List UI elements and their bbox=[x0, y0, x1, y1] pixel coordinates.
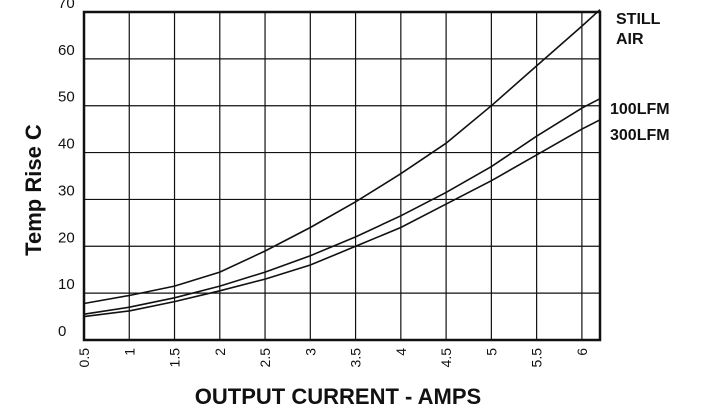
x-tick-label-11: 6 bbox=[574, 348, 590, 356]
x-tick-label-3: 2 bbox=[212, 348, 228, 356]
x-tick-label-0: 0.5 bbox=[76, 348, 92, 368]
y-axis-title: Temp Rise C bbox=[21, 124, 46, 256]
x-tick-label-7: 4 bbox=[393, 348, 409, 356]
series-line-100lfm bbox=[83, 97, 601, 315]
x-tick-label-2: 1.5 bbox=[167, 348, 183, 368]
series-curves bbox=[83, 9, 601, 318]
plot-frame bbox=[82, 10, 602, 342]
y-tick-label-2: 20 bbox=[58, 229, 75, 246]
series-labels: STILL AIR 100LFM 300LFM bbox=[610, 11, 670, 144]
x-tick-label-8: 4.5 bbox=[438, 348, 454, 368]
series-label-100lfm: 100LFM bbox=[610, 101, 670, 118]
x-tick-label-10: 5.5 bbox=[529, 348, 545, 368]
x-tick-label-6: 3.5 bbox=[348, 348, 364, 368]
y-tick-label-3: 30 bbox=[58, 182, 75, 199]
x-tick-label-4: 2.5 bbox=[257, 348, 273, 368]
y-axis-ticks: 0 10 20 30 40 50 60 70 bbox=[58, 0, 75, 340]
y-tick-label-7: 70 bbox=[58, 0, 75, 12]
x-tick-label-5: 3 bbox=[302, 348, 318, 356]
y-tick-label-4: 40 bbox=[58, 136, 75, 153]
x-tick-label-1: 1 bbox=[121, 348, 137, 356]
y-tick-label-6: 60 bbox=[58, 42, 75, 59]
y-tick-label-1: 10 bbox=[58, 276, 75, 293]
series-line-300lfm bbox=[83, 119, 601, 318]
series-label-still-air: STILL AIR bbox=[616, 11, 661, 48]
y-tick-label-0: 0 bbox=[58, 323, 66, 340]
series-line-still-air bbox=[83, 9, 601, 305]
grid bbox=[83, 12, 600, 340]
series-label-300lfm: 300LFM bbox=[610, 127, 670, 144]
x-axis-title: OUTPUT CURRENT - AMPS bbox=[195, 384, 481, 409]
x-axis-ticks: 0.5 1 1.5 2 2.5 3 3.5 4 4.5 5 5.5 6 bbox=[76, 348, 590, 368]
y-tick-label-5: 50 bbox=[58, 89, 75, 106]
x-tick-label-9: 5 bbox=[483, 348, 499, 356]
